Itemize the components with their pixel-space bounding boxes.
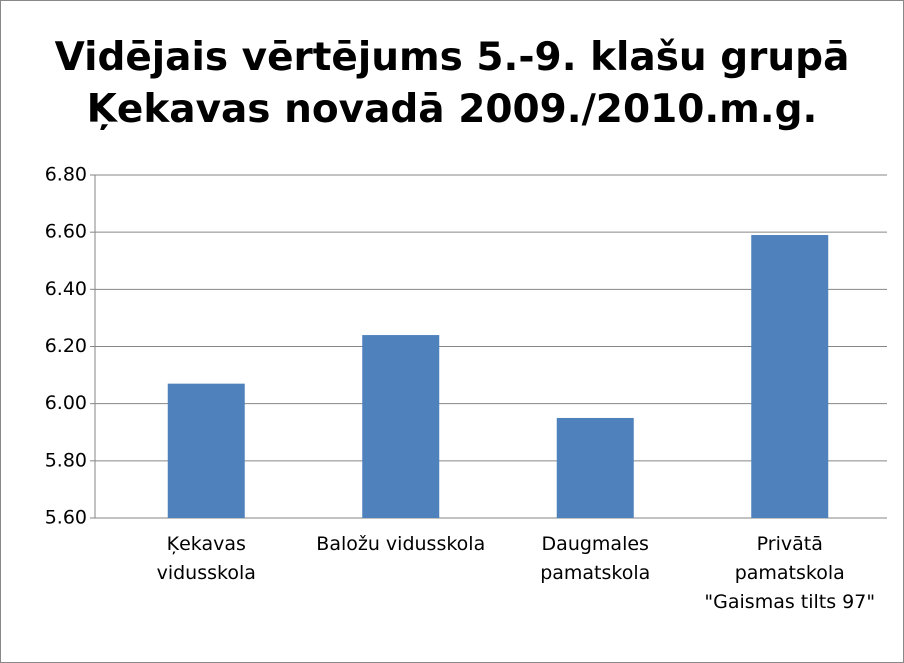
x-tick-label: Privātā pamatskola "Gaismas tilts 97" [704, 533, 876, 613]
x-tick-label: Daugmales pamatskola [540, 533, 651, 584]
x-tick-label: Baložu vidusskola [316, 533, 486, 555]
y-tick-label: 6.00 [45, 392, 87, 414]
y-tick-label: 5.60 [45, 507, 87, 529]
y-tick-label: 6.80 [45, 164, 87, 186]
bar [362, 335, 440, 518]
y-tick-label: 6.60 [45, 221, 87, 243]
bar [556, 417, 634, 518]
chart-title: Vidējais vērtējums 5.-9. klašu grupā Ķek… [54, 35, 850, 132]
y-tick-label: 6.20 [45, 335, 87, 357]
bar [751, 235, 829, 518]
x-tick-label: Ķekavas vidusskola [156, 533, 256, 584]
y-tick-label: 6.40 [45, 278, 87, 300]
bar [167, 383, 245, 518]
y-tick-label: 5.80 [45, 449, 87, 471]
